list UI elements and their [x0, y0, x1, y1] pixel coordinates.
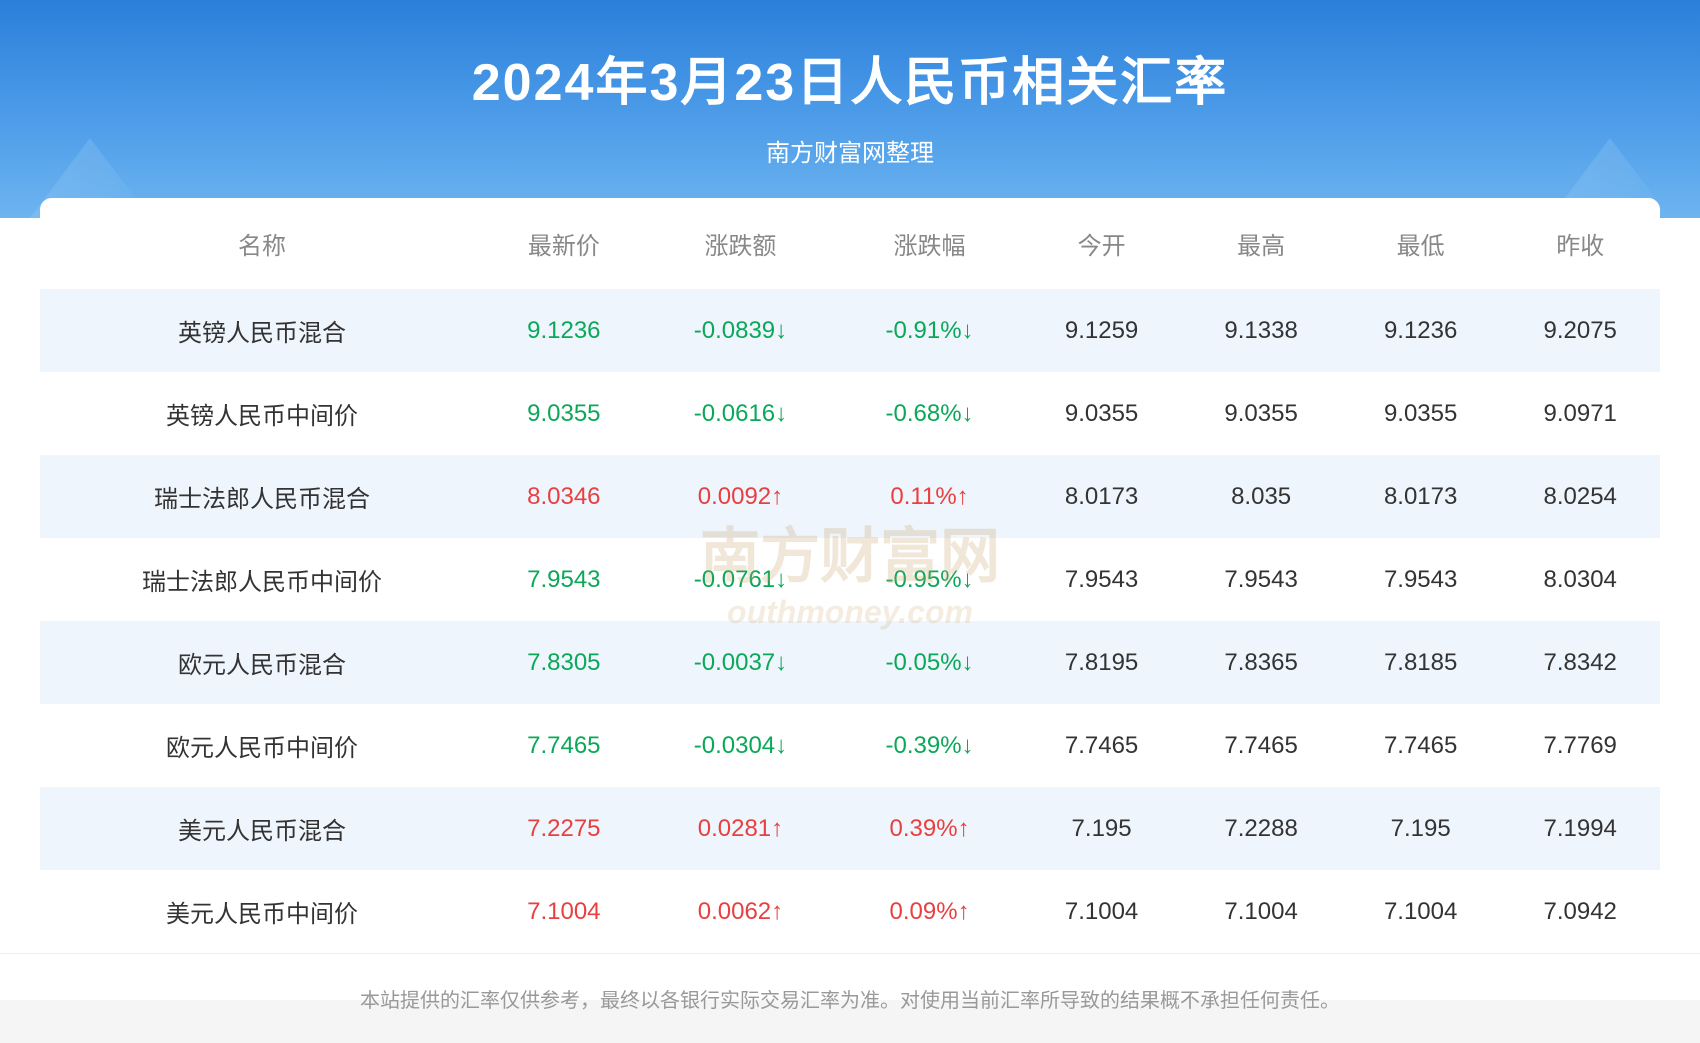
cell-latest: 7.8305: [484, 621, 644, 704]
cell-pct: 0.09%↑: [837, 870, 1022, 953]
cell-latest: 7.7465: [484, 704, 644, 787]
page-subtitle: 南方财富网整理: [20, 133, 1680, 168]
table-header-row: 名称 最新价 涨跌额 涨跌幅 今开 最高 最低 昨收: [40, 198, 1660, 289]
cell-pct: -0.39%↓: [837, 704, 1022, 787]
cell-low: 7.195: [1341, 787, 1501, 870]
cell-open: 8.0173: [1022, 455, 1182, 538]
cell-open: 7.195: [1022, 787, 1182, 870]
table-row: 欧元人民币混合7.8305-0.0037↓-0.05%↓7.81957.8365…: [40, 621, 1660, 704]
col-change: 涨跌额: [644, 198, 838, 289]
cell-high: 7.9543: [1181, 538, 1341, 621]
cell-name: 英镑人民币混合: [40, 289, 484, 372]
cell-high: 9.0355: [1181, 372, 1341, 455]
col-low: 最低: [1341, 198, 1501, 289]
table-body: 英镑人民币混合9.1236-0.0839↓-0.91%↓9.12599.1338…: [40, 289, 1660, 953]
table-row: 美元人民币中间价7.10040.0062↑0.09%↑7.10047.10047…: [40, 870, 1660, 953]
cell-prev: 7.0942: [1500, 870, 1660, 953]
cell-open: 7.1004: [1022, 870, 1182, 953]
cell-open: 9.1259: [1022, 289, 1182, 372]
cell-prev: 8.0304: [1500, 538, 1660, 621]
disclaimer: 本站提供的汇率仅供参考，最终以各银行实际交易汇率为准。对使用当前汇率所导致的结果…: [0, 953, 1700, 1043]
cell-prev: 9.0971: [1500, 372, 1660, 455]
cell-name: 美元人民币中间价: [40, 870, 484, 953]
cell-low: 7.7465: [1341, 704, 1501, 787]
cell-open: 7.8195: [1022, 621, 1182, 704]
cell-change: 0.0281↑: [644, 787, 838, 870]
header: 2024年3月23日人民币相关汇率 南方财富网整理: [0, 0, 1700, 218]
cell-high: 7.1004: [1181, 870, 1341, 953]
cell-prev: 7.1994: [1500, 787, 1660, 870]
cell-change: -0.0616↓: [644, 372, 838, 455]
cell-pct: -0.95%↓: [837, 538, 1022, 621]
cell-latest: 7.1004: [484, 870, 644, 953]
table-row: 欧元人民币中间价7.7465-0.0304↓-0.39%↓7.74657.746…: [40, 704, 1660, 787]
table-row: 美元人民币混合7.22750.0281↑0.39%↑7.1957.22887.1…: [40, 787, 1660, 870]
cell-high: 9.1338: [1181, 289, 1341, 372]
exchange-rate-table: 名称 最新价 涨跌额 涨跌幅 今开 最高 最低 昨收 英镑人民币混合9.1236…: [40, 198, 1660, 953]
table-row: 英镑人民币混合9.1236-0.0839↓-0.91%↓9.12599.1338…: [40, 289, 1660, 372]
cell-name: 英镑人民币中间价: [40, 372, 484, 455]
table-row: 瑞士法郎人民币混合8.03460.0092↑0.11%↑8.01738.0358…: [40, 455, 1660, 538]
cell-change: -0.0839↓: [644, 289, 838, 372]
cell-high: 7.2288: [1181, 787, 1341, 870]
col-prev: 昨收: [1500, 198, 1660, 289]
cell-latest: 7.9543: [484, 538, 644, 621]
cell-pct: -0.91%↓: [837, 289, 1022, 372]
cell-latest: 9.1236: [484, 289, 644, 372]
cell-latest: 8.0346: [484, 455, 644, 538]
cell-name: 欧元人民币混合: [40, 621, 484, 704]
table-wrapper: 名称 最新价 涨跌额 涨跌幅 今开 最高 最低 昨收 英镑人民币混合9.1236…: [0, 198, 1700, 953]
cell-latest: 9.0355: [484, 372, 644, 455]
col-latest: 最新价: [484, 198, 644, 289]
table-row: 英镑人民币中间价9.0355-0.0616↓-0.68%↓9.03559.035…: [40, 372, 1660, 455]
cell-name: 欧元人民币中间价: [40, 704, 484, 787]
cell-low: 7.1004: [1341, 870, 1501, 953]
cell-high: 7.7465: [1181, 704, 1341, 787]
cell-low: 7.9543: [1341, 538, 1501, 621]
cell-name: 瑞士法郎人民币中间价: [40, 538, 484, 621]
cell-high: 7.8365: [1181, 621, 1341, 704]
cell-low: 8.0173: [1341, 455, 1501, 538]
cell-prev: 8.0254: [1500, 455, 1660, 538]
cell-prev: 7.8342: [1500, 621, 1660, 704]
cell-change: -0.0304↓: [644, 704, 838, 787]
cell-prev: 9.2075: [1500, 289, 1660, 372]
cell-change: -0.0037↓: [644, 621, 838, 704]
cell-latest: 7.2275: [484, 787, 644, 870]
cell-change: 0.0062↑: [644, 870, 838, 953]
col-name: 名称: [40, 198, 484, 289]
cell-pct: 0.39%↑: [837, 787, 1022, 870]
cell-prev: 7.7769: [1500, 704, 1660, 787]
page-title: 2024年3月23日人民币相关汇率: [20, 40, 1680, 115]
table-row: 瑞士法郎人民币中间价7.9543-0.0761↓-0.95%↓7.95437.9…: [40, 538, 1660, 621]
cell-name: 美元人民币混合: [40, 787, 484, 870]
table-card: 名称 最新价 涨跌额 涨跌幅 今开 最高 最低 昨收 英镑人民币混合9.1236…: [40, 198, 1660, 953]
cell-high: 8.035: [1181, 455, 1341, 538]
cell-open: 7.9543: [1022, 538, 1182, 621]
cell-low: 9.0355: [1341, 372, 1501, 455]
cell-open: 7.7465: [1022, 704, 1182, 787]
exchange-rate-container: 2024年3月23日人民币相关汇率 南方财富网整理 名称 最新价 涨跌额 涨跌幅…: [0, 0, 1700, 1000]
cell-change: -0.0761↓: [644, 538, 838, 621]
col-pct: 涨跌幅: [837, 198, 1022, 289]
cell-open: 9.0355: [1022, 372, 1182, 455]
cell-low: 9.1236: [1341, 289, 1501, 372]
cell-pct: -0.68%↓: [837, 372, 1022, 455]
cell-low: 7.8185: [1341, 621, 1501, 704]
cell-change: 0.0092↑: [644, 455, 838, 538]
cell-name: 瑞士法郎人民币混合: [40, 455, 484, 538]
cell-pct: -0.05%↓: [837, 621, 1022, 704]
cell-pct: 0.11%↑: [837, 455, 1022, 538]
col-open: 今开: [1022, 198, 1182, 289]
col-high: 最高: [1181, 198, 1341, 289]
